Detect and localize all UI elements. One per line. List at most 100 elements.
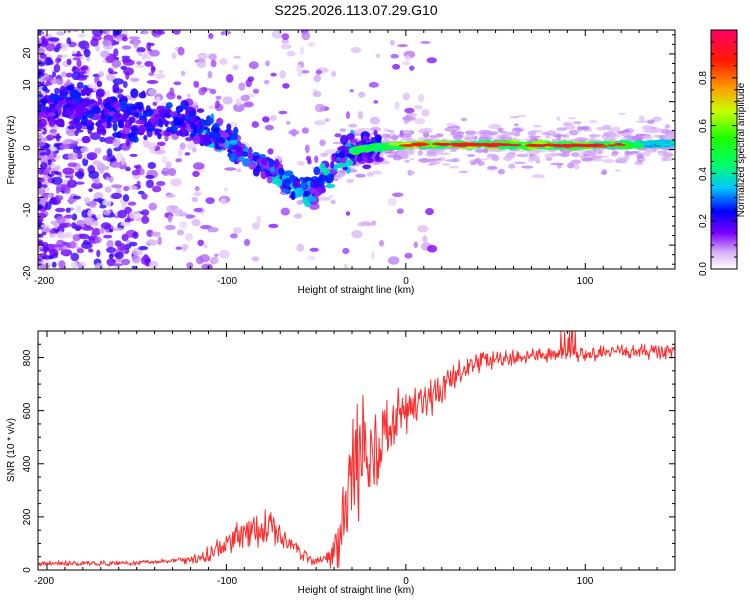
spectral-blob: [49, 146, 58, 152]
spectral-blob: [128, 241, 138, 247]
spectral-blob: [105, 30, 111, 35]
spectral-blob: [362, 148, 372, 153]
spectral-blob: [297, 201, 302, 206]
spectral-blob: [67, 85, 74, 90]
spectral-blob: [67, 152, 78, 161]
spectral-blob: [348, 123, 358, 128]
spectral-blob: [401, 137, 413, 141]
spectral-blob: [175, 246, 183, 250]
spectral-blob: [49, 93, 60, 102]
spectral-blob: [453, 134, 463, 141]
spectral-blob: [448, 127, 459, 131]
spectral-blob: [268, 158, 274, 168]
spectral-blob: [165, 102, 173, 109]
spectral-blob: [314, 103, 326, 113]
spectral-blob: [90, 38, 99, 47]
spectral-blob: [274, 158, 280, 167]
spectral-blob: [373, 100, 379, 104]
spectral-blob: [141, 30, 150, 35]
spectral-blob: [76, 153, 83, 160]
spectral-blob: [193, 207, 203, 213]
spectral-blob: [92, 30, 104, 37]
spectral-blob: [102, 155, 109, 161]
spectral-blob: [192, 162, 205, 170]
spectrogram-x-tick-label: 0: [403, 276, 409, 287]
spectral-blob: [96, 197, 103, 203]
spectral-blob: [568, 129, 579, 136]
spectral-blob: [513, 123, 520, 127]
spectral-blob: [74, 130, 79, 137]
spectral-blob: [71, 53, 83, 57]
spectral-blob: [378, 240, 385, 247]
spectral-blob: [156, 181, 166, 186]
spectral-blob: [38, 245, 43, 250]
spectral-blob: [136, 47, 146, 53]
spectral-blob: [114, 41, 120, 45]
spectral-blob: [50, 107, 57, 114]
spectral-blob: [421, 109, 430, 117]
spectral-blob: [97, 97, 103, 105]
spectral-blob: [340, 134, 349, 145]
spectral-blob: [389, 135, 400, 140]
spectral-blob: [665, 131, 675, 138]
spectral-blob: [38, 118, 47, 127]
spectral-blob: [269, 166, 275, 173]
spectral-blob: [60, 71, 67, 78]
spectral-blob: [281, 188, 290, 193]
spectral-blob: [74, 104, 82, 112]
spectral-blob: [185, 137, 193, 142]
spectral-blob: [309, 247, 319, 252]
spectral-blob: [146, 80, 159, 84]
spectral-blob: [458, 170, 469, 173]
spectral-blob: [149, 260, 159, 269]
spectral-blob: [454, 131, 464, 135]
spectral-blob: [89, 132, 101, 141]
spectral-blob: [112, 78, 125, 85]
spectral-blob: [313, 166, 321, 176]
spectral-blob: [232, 64, 239, 71]
spectral-blob: [547, 129, 557, 135]
spectral-blob: [222, 96, 233, 105]
spectral-blob: [132, 136, 139, 143]
spectrogram-panel: -200 -100 0 100 -20 -10 0 10 20 Height o…: [6, 29, 676, 296]
spectral-blob: [87, 209, 93, 218]
spectral-blob: [158, 69, 164, 74]
spectral-blob: [164, 224, 176, 231]
spectral-blob: [633, 161, 644, 166]
spectral-blob: [262, 116, 270, 123]
spectral-blob: [151, 231, 161, 237]
spectral-blob: [635, 120, 650, 123]
spectral-blob: [84, 217, 96, 226]
spectrogram-x-axis-label: Height of straight line (km): [298, 285, 415, 296]
spectral-blob: [113, 147, 122, 152]
spectral-blob: [136, 101, 144, 111]
spectral-blob: [67, 179, 78, 188]
spectral-blob: [575, 144, 590, 147]
spectral-blob: [215, 100, 220, 109]
spectral-blob: [507, 151, 516, 155]
spectral-blob: [622, 129, 630, 133]
spectral-blob: [38, 102, 42, 110]
spectral-blob: [288, 176, 297, 181]
spectral-blob: [114, 251, 124, 260]
spectral-blob: [286, 50, 296, 57]
spectral-blob: [74, 170, 85, 178]
spectral-blob: [404, 159, 410, 163]
spectral-blob: [76, 81, 84, 89]
spectral-blob: [145, 179, 154, 189]
spectral-blob: [615, 169, 621, 172]
spectral-blob: [131, 265, 137, 269]
spectral-blob: [39, 198, 48, 206]
spectral-blob: [210, 132, 220, 137]
spectral-blob: [324, 149, 338, 155]
spectral-blob: [88, 170, 100, 179]
spectral-blob: [371, 170, 383, 175]
colorbar-tick-label: 0.4: [698, 167, 709, 181]
spectral-blob: [145, 105, 151, 113]
spectral-blob: [105, 176, 110, 181]
spectral-blob: [207, 70, 213, 79]
spectral-blob: [51, 261, 57, 268]
spectral-blob: [125, 137, 130, 147]
spectral-blob: [38, 38, 43, 45]
